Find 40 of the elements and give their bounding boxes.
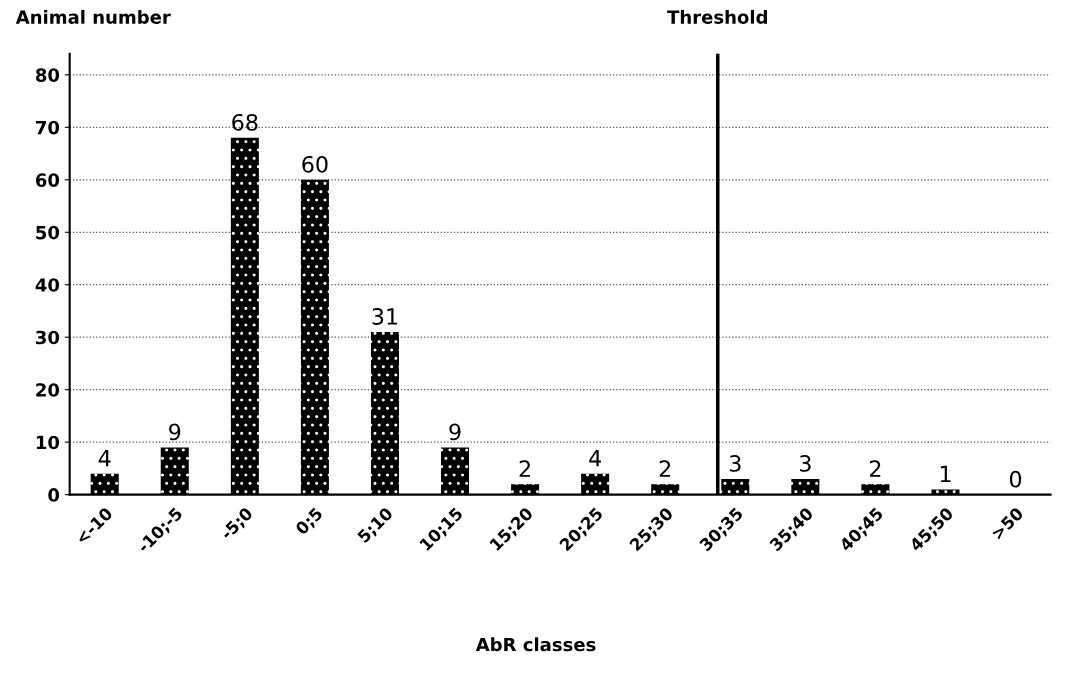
x-tick-label: 0;5 (294, 506, 325, 537)
bar (791, 478, 820, 495)
bar (300, 179, 329, 495)
data-label: 3 (729, 455, 741, 472)
bar (511, 484, 540, 495)
data-label: 9 (169, 423, 181, 441)
data-label: 3 (799, 455, 811, 472)
y-tick-label: 0 (48, 488, 60, 502)
data-label: 68 (232, 113, 258, 131)
data-label: 60 (302, 155, 328, 173)
bar (160, 447, 189, 495)
data-label: 2 (869, 460, 881, 477)
x-axis-title: AbR classes (475, 637, 596, 652)
bar (651, 484, 680, 495)
y-tick-label: 80 (35, 68, 60, 82)
bar (581, 473, 610, 495)
y-tick-label: 30 (36, 330, 60, 345)
bar (441, 447, 470, 495)
y-tick-label: 20 (36, 383, 60, 397)
data-label: 1 (940, 465, 951, 483)
y-tick-label: 70 (36, 120, 60, 135)
data-label: 2 (659, 460, 671, 477)
y-tick-label: 40 (35, 278, 60, 292)
data-label: 0 (1009, 470, 1022, 488)
bar (721, 478, 750, 495)
bar (931, 489, 960, 495)
y-axis-title: Animal number (15, 9, 171, 24)
bar (230, 137, 259, 495)
data-label: 4 (589, 450, 601, 467)
y-tick-label: 60 (35, 173, 60, 187)
data-label: 2 (519, 460, 530, 477)
data-label: 9 (449, 423, 461, 441)
y-tick-label: 50 (36, 225, 60, 240)
data-label: 31 (372, 308, 398, 325)
ref-line-label: Threshold (667, 9, 767, 24)
y-tick-label: 10 (36, 435, 60, 450)
bar (370, 331, 399, 495)
bar (861, 484, 890, 495)
data-label: 4 (98, 450, 111, 467)
bar (90, 473, 119, 495)
